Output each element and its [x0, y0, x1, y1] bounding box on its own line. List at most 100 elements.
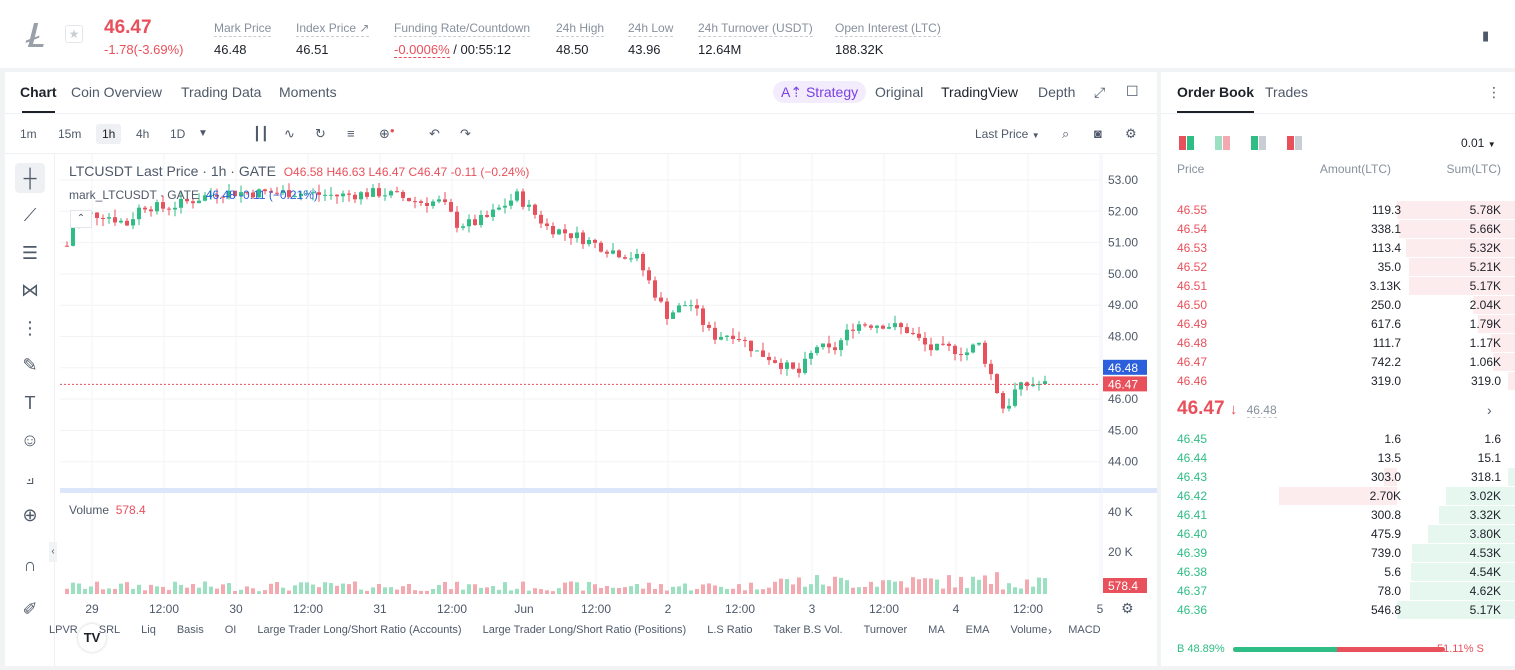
- volume-bar: [203, 581, 207, 594]
- tab-moments[interactable]: Moments: [279, 84, 337, 100]
- crosshair-icon[interactable]: ┼: [15, 163, 45, 193]
- magnet-icon[interactable]: ∩: [23, 555, 37, 575]
- indicator-srl[interactable]: SRL: [98, 624, 121, 636]
- volume-bar: [581, 590, 585, 594]
- zoom-in-icon[interactable]: ⊕: [22, 505, 38, 525]
- candle-body: [113, 217, 117, 223]
- tab-trading-data[interactable]: Trading Data: [181, 84, 262, 100]
- volume-bar: [383, 587, 387, 594]
- view-depth[interactable]: Depth: [1038, 84, 1076, 100]
- view-both-icon[interactable]: [1179, 136, 1195, 150]
- candle-body: [887, 327, 891, 329]
- pattern-icon[interactable]: ⋈: [21, 280, 39, 300]
- indicator-macd[interactable]: MACD: [1068, 624, 1101, 636]
- tab-coin-overview[interactable]: Coin Overview: [71, 84, 163, 100]
- indicator-lpvr[interactable]: LPVR: [49, 624, 78, 636]
- ask-row[interactable]: 46.55 119.3 5.78K: [1161, 200, 1515, 219]
- indicator-scroll-right-icon[interactable]: ›: [1048, 624, 1052, 638]
- ask-row[interactable]: 46.52 35.0 5.21K: [1161, 257, 1515, 276]
- camera-icon[interactable]: ◙: [1094, 126, 1102, 141]
- indicator-basis[interactable]: Basis: [176, 624, 204, 636]
- ask-row[interactable]: 46.46 319.0 319.0: [1161, 371, 1515, 390]
- candle-body: [407, 197, 411, 202]
- ruler-icon[interactable]: ⟓: [25, 468, 35, 488]
- view-tradingview[interactable]: TradingView: [941, 84, 1019, 100]
- emoji-icon[interactable]: ☺: [20, 430, 40, 450]
- tab-chart[interactable]: Chart: [20, 84, 57, 113]
- window-icon[interactable]: ☐: [1126, 83, 1139, 99]
- search-icon[interactable]: ⌕: [1062, 126, 1070, 141]
- indicator-taker-b-s-vol-[interactable]: Taker B.S Vol.: [773, 624, 843, 636]
- chevron-right-icon[interactable]: ›: [1487, 402, 1492, 418]
- bid-row[interactable]: 46.43 303.0 318.1: [1161, 467, 1515, 486]
- edit-icon[interactable]: ✐: [22, 599, 38, 619]
- bid-row[interactable]: 46.37 78.0 4.62K: [1161, 581, 1515, 600]
- price-chart[interactable]: 53.0052.0051.0050.0049.0048.0047.0046.00…: [60, 154, 1157, 670]
- indicator-l-s-ratio[interactable]: L.S Ratio: [707, 624, 753, 636]
- bid-row[interactable]: 46.38 5.6 4.54K: [1161, 562, 1515, 581]
- templates-icon[interactable]: ≡: [347, 126, 355, 141]
- book-icon[interactable]: ▮: [1482, 28, 1490, 43]
- indicators-icon[interactable]: ∿: [284, 126, 295, 141]
- indicator-oi[interactable]: OI: [224, 624, 237, 636]
- bid-row[interactable]: 46.41 300.8 3.32K: [1161, 505, 1515, 524]
- redo-icon[interactable]: ↷: [460, 126, 471, 141]
- candle-body: [815, 347, 819, 353]
- chart-settings-icon[interactable]: ⚙: [1121, 600, 1134, 616]
- ask-row[interactable]: 46.53 113.4 5.32K: [1161, 238, 1515, 257]
- undo-icon[interactable]: ↶: [429, 126, 440, 141]
- bid-row[interactable]: 46.42 2.70K 3.02K: [1161, 486, 1515, 505]
- view-bids-icon[interactable]: [1251, 136, 1267, 150]
- view-asks-icon[interactable]: [1287, 136, 1303, 150]
- add-alert-icon[interactable]: ⊕●: [379, 126, 395, 141]
- ask-row[interactable]: 46.49 617.6 1.79K: [1161, 314, 1515, 333]
- candle-type-icon[interactable]: ┃┃: [253, 126, 269, 141]
- favorite-star-icon[interactable]: ★: [65, 25, 83, 43]
- tab-trades[interactable]: Trades: [1265, 84, 1309, 100]
- fib-icon[interactable]: ⋮: [21, 318, 39, 338]
- bid-row[interactable]: 46.40 475.9 3.80K: [1161, 524, 1515, 543]
- ask-row[interactable]: 46.51 3.13K 5.17K: [1161, 276, 1515, 295]
- indicator-ma[interactable]: MA: [928, 624, 945, 636]
- price-source-select[interactable]: Last Price ▼: [975, 127, 1040, 141]
- timeframe-1h[interactable]: 1h: [96, 124, 122, 144]
- fullscreen-icon[interactable]: ⤢: [1094, 84, 1106, 100]
- indicator-volume[interactable]: Volume: [1010, 624, 1048, 636]
- timeframe-1m[interactable]: 1m: [20, 127, 37, 141]
- collapse-toolbar-icon[interactable]: ‹: [49, 542, 57, 562]
- strategy-button[interactable]: A⇡ Strategy: [773, 81, 867, 103]
- indicator-ema[interactable]: EMA: [965, 624, 990, 636]
- timeframe-4h[interactable]: 4h: [136, 127, 150, 141]
- brush-icon[interactable]: ✎: [22, 355, 38, 375]
- volume-bar: [785, 579, 789, 594]
- bid-row[interactable]: 46.45 1.6 1.6: [1177, 432, 1501, 446]
- timeframe-1d[interactable]: 1D: [170, 127, 186, 141]
- indicator-large-trader-long-short-ratio-positions-[interactable]: Large Trader Long/Short Ratio (Positions…: [482, 624, 687, 636]
- lines-icon[interactable]: ☰: [21, 243, 39, 263]
- timeframe-15m[interactable]: 15m: [58, 127, 82, 141]
- gear-icon[interactable]: ⚙: [1125, 126, 1137, 141]
- collapse-legend-icon[interactable]: ⌃: [70, 210, 92, 228]
- bid-row[interactable]: 46.39 739.0 4.53K: [1161, 543, 1515, 562]
- tab-order-book[interactable]: Order Book: [1177, 84, 1255, 113]
- timeframe-dropdown-icon[interactable]: ▼: [198, 128, 208, 139]
- trendline-icon[interactable]: ⟋: [23, 205, 37, 225]
- indicator-liq[interactable]: Liq: [141, 624, 156, 636]
- price-change: -1.78(-3.69%): [104, 42, 184, 57]
- ask-row[interactable]: 46.50 250.0 2.04K: [1161, 295, 1515, 314]
- bid-row[interactable]: 46.44 13.5 15.1: [1177, 451, 1501, 465]
- more-icon[interactable]: ⋮: [1487, 84, 1501, 100]
- indicator-turnover[interactable]: Turnover: [863, 624, 908, 636]
- view-original[interactable]: Original: [875, 84, 924, 100]
- view-mixed-icon[interactable]: [1215, 136, 1231, 150]
- precision-select[interactable]: 0.01 ▼: [1461, 136, 1496, 150]
- text-icon[interactable]: T: [24, 393, 36, 413]
- replay-icon[interactable]: ↻: [315, 126, 326, 141]
- stat-index-price[interactable]: Index Price ↗ 46.51: [296, 21, 370, 57]
- bid-row[interactable]: 46.36 546.8 5.17K: [1161, 600, 1515, 619]
- ask-row[interactable]: 46.54 338.1 5.66K: [1161, 219, 1515, 238]
- volume-bar: [707, 583, 711, 594]
- ask-row[interactable]: 46.47 742.2 1.06K: [1161, 352, 1515, 371]
- indicator-large-trader-long-short-ratio-accounts-[interactable]: Large Trader Long/Short Ratio (Accounts): [257, 624, 462, 636]
- ask-row[interactable]: 46.48 111.7 1.17K: [1161, 333, 1515, 352]
